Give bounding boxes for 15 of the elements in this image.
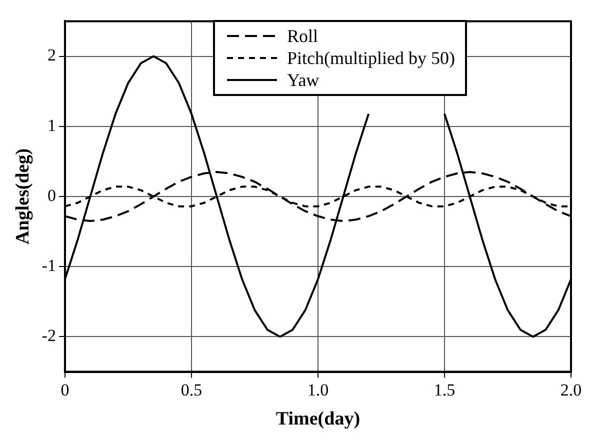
x-tick-label: 0.5: [180, 380, 202, 400]
legend-label: Pitch(multiplied by 50): [287, 47, 455, 69]
y-tick-label: 0: [47, 186, 56, 205]
x-tick-label: 0: [60, 380, 70, 400]
y-tick-label: 2: [47, 46, 56, 65]
y-axis-title: Angles(deg): [12, 148, 34, 245]
x-tick-label: 2.0: [560, 380, 582, 400]
x-axis-title: Time(day): [276, 408, 360, 430]
y-tick-label: -2: [42, 326, 56, 346]
x-tick-label: 1.0: [307, 380, 329, 400]
y-tick-label: -1: [42, 256, 56, 276]
legend-label: Yaw: [287, 69, 320, 91]
y-tick-label: 1: [47, 116, 56, 135]
x-tick-label: 1.5: [434, 380, 456, 400]
legend-label: Roll: [287, 25, 318, 47]
